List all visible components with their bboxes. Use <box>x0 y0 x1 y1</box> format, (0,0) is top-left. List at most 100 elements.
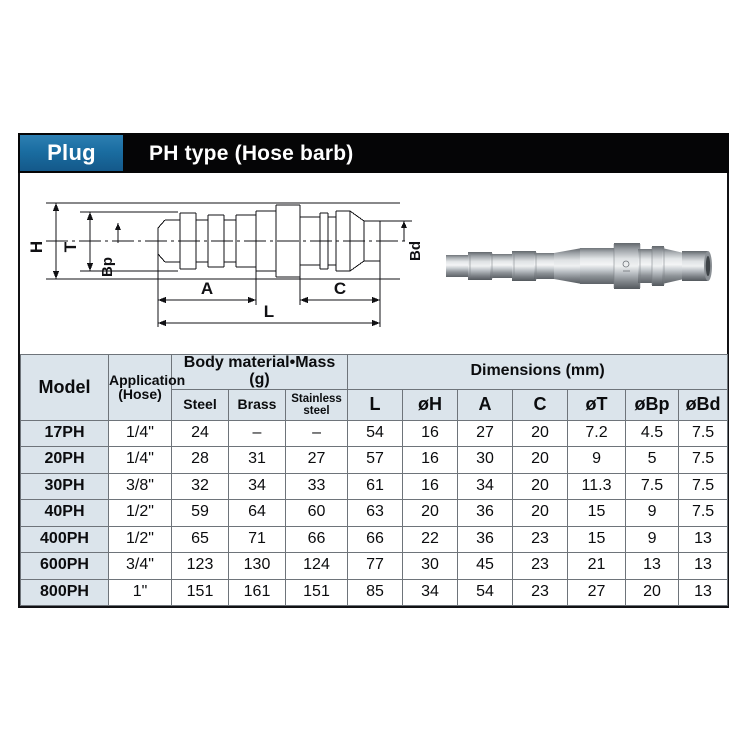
cell-ot: 15 <box>567 525 627 554</box>
col-header-l: L <box>347 388 404 421</box>
cell-brass: 130 <box>228 552 286 580</box>
cell-oh: 16 <box>402 446 459 474</box>
cell-brass: 64 <box>228 499 286 527</box>
cell-stainless: 124 <box>284 552 349 580</box>
col-header-obd: øBd <box>678 388 729 421</box>
technical-drawing: H T Bp Bd A C L <box>28 202 424 327</box>
cell-obp: 4.5 <box>625 419 680 448</box>
cell-obd: 7.5 <box>678 419 729 448</box>
product-photo <box>446 243 712 289</box>
col-header-oh: øH <box>402 388 459 421</box>
cell-ot: 21 <box>567 552 627 580</box>
cell-c: 23 <box>512 578 569 607</box>
cell-c: 20 <box>512 419 569 448</box>
cell-l: 66 <box>347 525 404 554</box>
cell-l: 61 <box>347 472 404 501</box>
col-header-steel: Steel <box>171 388 229 421</box>
cell-obp: 5 <box>625 446 680 474</box>
cell-model: 400PH <box>20 525 109 554</box>
col-header-model: Model <box>20 354 109 421</box>
cell-steel: 32 <box>171 472 229 501</box>
spec-table-body: 17PH 1/4" 24– –54 16 27 20 7.2 4.5 7.5 20PH 1/4" 28 3… <box>20 419 729 607</box>
cell-obp: 13 <box>625 552 680 580</box>
table-header-row-2: Steel Brass Stainless steel L øH A C øT … <box>21 388 729 421</box>
dim-label-l: L <box>264 302 274 321</box>
cell-l: 63 <box>347 499 404 527</box>
cell-stainless: 66 <box>284 525 349 554</box>
col-header-dimensions: Dimensions (mm) <box>347 354 729 390</box>
cell-steel: 123 <box>171 552 229 580</box>
dim-label-h: H <box>28 241 46 253</box>
col-header-brass: Brass <box>228 388 286 421</box>
cell-c: 23 <box>512 525 569 554</box>
cell-model: 40PH <box>20 499 109 527</box>
cell-obd: 7.5 <box>678 499 729 527</box>
cell-oh: 30 <box>402 552 459 580</box>
cell-hose: 1" <box>108 578 172 607</box>
cell-l: 54 <box>347 419 404 448</box>
cell-oh: 20 <box>402 499 459 527</box>
col-header-application: Application (Hose) <box>108 354 185 421</box>
spec-table: Model Application (Hose) Body material•M… <box>20 354 729 607</box>
table-row: 30PH 3/8" 32 34 33 61 16 34 20 11.3 7.5 7.5 <box>20 472 729 501</box>
cell-stainless: 60 <box>284 499 349 527</box>
cell-ot: 11.3 <box>567 472 627 501</box>
dim-label-c: C <box>334 279 346 298</box>
cell-steel: 59 <box>171 499 229 527</box>
cell-hose: 1/2" <box>108 525 172 554</box>
col-header-obp: øBp <box>625 388 680 421</box>
cell-model: 20PH <box>20 446 109 474</box>
cell-obp: 9 <box>625 499 680 527</box>
cell-c: 23 <box>512 552 569 580</box>
cell-steel: 151 <box>171 578 229 607</box>
cell-hose: 1/2" <box>108 499 172 527</box>
cell-oh: 16 <box>402 419 459 448</box>
cell-stainless: 27 <box>284 446 349 474</box>
table-row: 400PH 1/2" 65 71 66 66 22 36 23 15 9 13 <box>20 525 729 554</box>
col-header-ot: øT <box>567 388 627 421</box>
cell-obd: 13 <box>678 525 729 554</box>
cell-obd: 13 <box>678 552 729 580</box>
title-bar: Plug PH type (Hose barb) <box>18 133 729 173</box>
cell-stainless: 151 <box>284 578 349 607</box>
spec-sheet: Plug PH type (Hose barb) <box>18 133 729 616</box>
col-header-body-material: Body material•Mass (g) <box>170 354 349 390</box>
cell-model: 800PH <box>20 578 109 607</box>
table-row: 40PH 1/2" 59 64 60 63 20 36 20 15 9 7.5 <box>20 499 729 527</box>
table-row: 600PH 3/4" 123 130 124 77 30 45 23 21 13 13 <box>20 552 729 580</box>
cell-steel: 24 <box>171 419 229 448</box>
dim-label-bp: Bp <box>99 257 116 277</box>
cell-stainless: – <box>284 419 349 448</box>
dim-label-a: A <box>201 279 213 298</box>
cell-a: 27 <box>457 419 514 448</box>
cell-ot: 9 <box>567 446 627 474</box>
cell-obp: 7.5 <box>625 472 680 501</box>
cell-steel: 65 <box>171 525 229 554</box>
cell-oh: 34 <box>402 578 459 607</box>
cell-a: 45 <box>457 552 514 580</box>
col-header-a: A <box>457 388 514 421</box>
cell-oh: 22 <box>402 525 459 554</box>
cell-hose: 3/4" <box>108 552 172 580</box>
col-header-c: C <box>512 388 569 421</box>
cell-l: 77 <box>347 552 404 580</box>
cell-ot: 15 <box>567 499 627 527</box>
cell-brass: 34 <box>228 472 286 501</box>
cell-c: 20 <box>512 499 569 527</box>
cell-obp: 9 <box>625 525 680 554</box>
spec-table-wrap: Model Application (Hose) Body material•M… <box>18 354 729 609</box>
cell-a: 36 <box>457 499 514 527</box>
cell-obd: 13 <box>678 578 729 607</box>
cell-a: 36 <box>457 525 514 554</box>
cell-a: 30 <box>457 446 514 474</box>
col-header-application-sub: (Hose) <box>118 386 162 403</box>
cell-hose: 1/4" <box>108 446 172 474</box>
cell-model: 600PH <box>20 552 109 580</box>
col-header-stainless: Stainless steel <box>284 388 349 421</box>
cell-l: 57 <box>347 446 404 474</box>
cell-obd: 7.5 <box>678 472 729 501</box>
cell-stainless: 33 <box>284 472 349 501</box>
cell-c: 20 <box>512 472 569 501</box>
cell-brass: – <box>228 419 286 448</box>
dim-label-bd: Bd <box>407 241 424 261</box>
